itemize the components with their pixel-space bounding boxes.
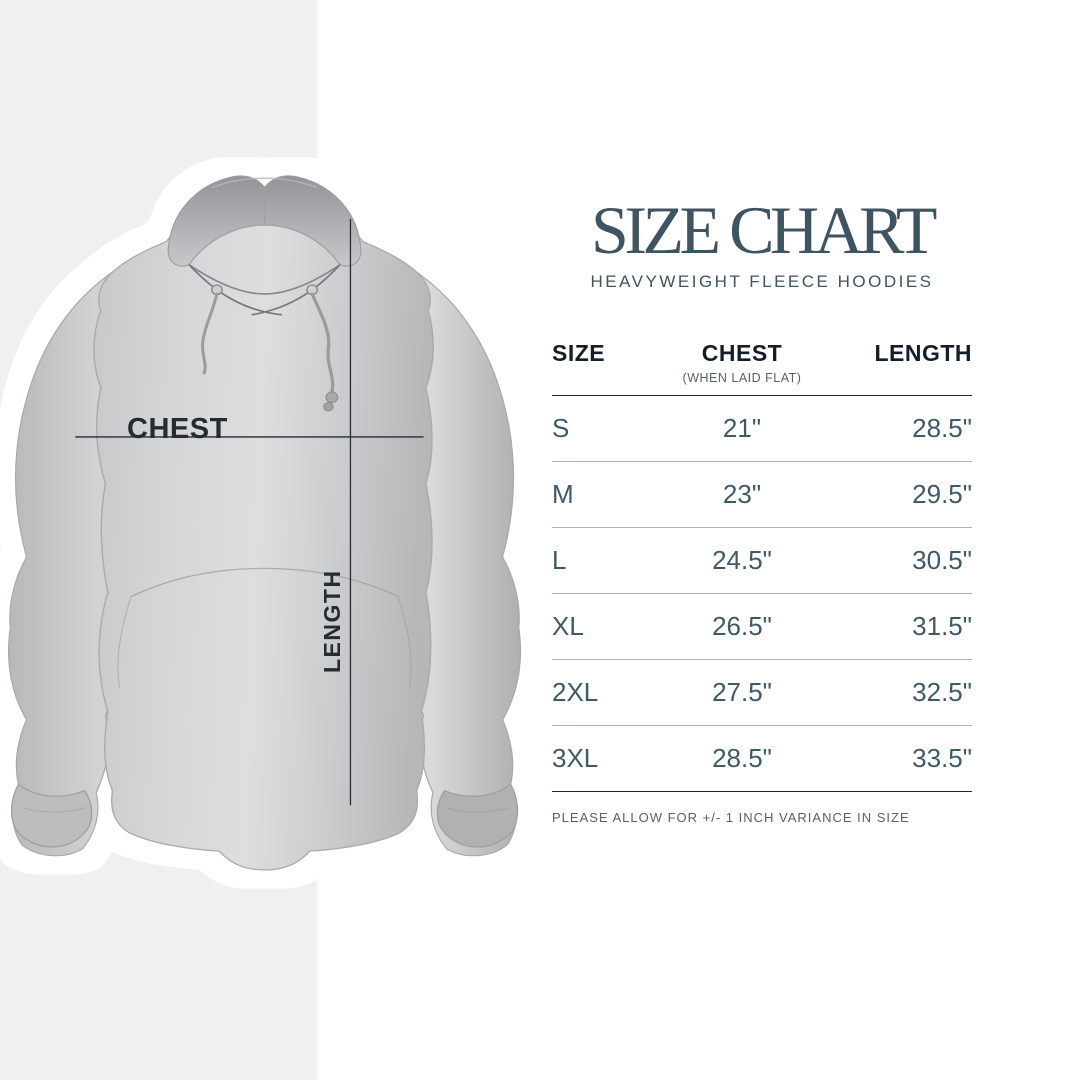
svg-text:CHEST: CHEST (127, 413, 228, 445)
svg-text:LENGTH: LENGTH (319, 569, 345, 673)
